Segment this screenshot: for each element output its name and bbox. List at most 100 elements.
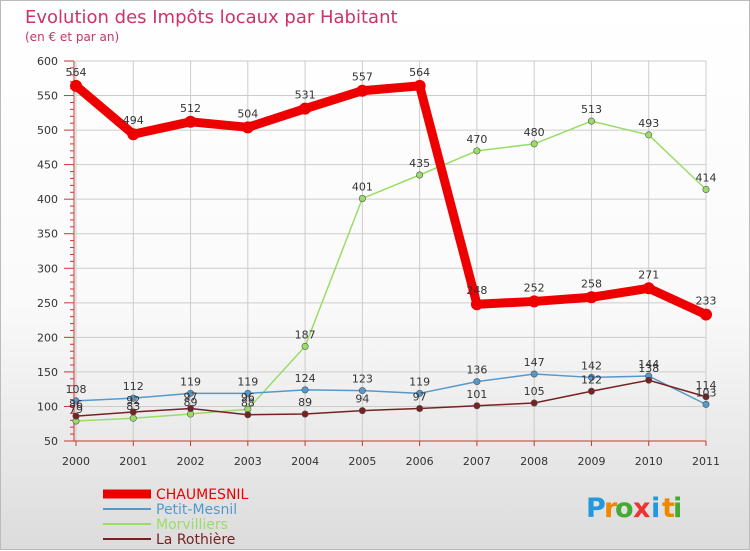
point-La Rothière-2010	[645, 376, 653, 384]
series-line-La Rothière	[75, 379, 707, 417]
data-label-Petit-Mesnil-2000: 108	[66, 383, 87, 396]
data-label-Morvilliers-2006: 435	[409, 157, 430, 170]
y-tick-label: 400	[37, 193, 58, 206]
data-label-Petit-Mesnil-2004: 124	[295, 372, 316, 385]
data-label-Morvilliers-2010: 493	[638, 117, 659, 130]
y-tick-label: 300	[37, 262, 58, 275]
data-label-Petit-Mesnil-2008: 147	[524, 356, 545, 369]
point-Petit-Mesnil-2008	[530, 370, 538, 378]
x-tick-label: 2001	[119, 455, 147, 468]
data-label-La Rothière-2006: 97	[413, 391, 427, 404]
logo-letter: x	[633, 493, 650, 524]
point-Morvilliers-2011	[702, 186, 710, 194]
series-line-CHAUMESNIL	[71, 81, 711, 320]
y-tick-label: 50	[44, 435, 58, 448]
y-tick-label: 150	[37, 366, 58, 379]
point-CHAUMESNIL-2009	[585, 291, 598, 304]
x-tick-label: 2007	[463, 455, 491, 468]
y-tick-label: 250	[37, 297, 58, 310]
point-La Rothière-2004	[301, 410, 309, 418]
y-tick-label: 550	[37, 90, 58, 103]
point-Petit-Mesnil-2006	[416, 389, 424, 397]
chart-subtitle: (en € et par an)	[25, 30, 119, 44]
point-CHAUMESNIL-2000	[70, 79, 82, 92]
data-label-Petit-Mesnil-2001: 112	[123, 380, 144, 393]
data-label-La Rothière-2005: 94	[355, 393, 369, 406]
legend-label-Petit-Mesnil: Petit-Mesnil	[156, 502, 237, 518]
data-label-Petit-Mesnil-2005: 123	[352, 373, 373, 386]
data-label-CHAUMESNIL-2010: 271	[638, 268, 659, 281]
x-tick-label: 2003	[234, 455, 262, 468]
data-labels: 564 494 512 504 531 557 564 248 252 258 271 233 108 1…	[66, 66, 717, 416]
data-label-La Rothière-2008: 105	[524, 385, 545, 398]
point-CHAUMESNIL-2006	[413, 79, 426, 92]
logo-letter: r	[604, 493, 618, 524]
point-Petit-Mesnil-2005	[358, 387, 366, 395]
data-label-Petit-Mesnil-2006: 119	[409, 375, 430, 388]
data-label-CHAUMESNIL-2006: 564	[409, 66, 430, 79]
x-tick-label: 2010	[635, 455, 663, 468]
data-label-Morvilliers-2000: 79	[69, 403, 83, 416]
data-label-Morvilliers-2004: 187	[295, 328, 316, 341]
series-line-Petit-Mesnil	[75, 373, 707, 406]
point-Morvilliers-2006	[416, 171, 424, 179]
point-La Rothière-2008	[530, 399, 538, 407]
point-Morvilliers-2001	[129, 414, 137, 422]
point-Morvilliers-2008	[530, 140, 538, 148]
logo-letter: t	[662, 493, 675, 524]
data-label-Morvilliers-2007: 470	[466, 133, 487, 146]
data-label-Morvilliers-2005: 401	[352, 180, 373, 193]
point-Morvilliers-2009	[587, 117, 595, 125]
data-label-Petit-Mesnil-2009: 142	[581, 359, 602, 372]
data-label-La Rothière-2009: 122	[581, 373, 602, 386]
x-tick-label: 2009	[577, 455, 605, 468]
data-label-Morvilliers-2003: 96	[241, 391, 255, 404]
point-CHAUMESNIL-2008	[528, 295, 541, 308]
point-CHAUMESNIL-2010	[642, 282, 655, 295]
logo-letter: i	[651, 493, 660, 524]
data-label-Petit-Mesnil-2011: 103	[696, 386, 717, 399]
data-label-Petit-Mesnil-2007: 136	[466, 364, 487, 377]
data-label-CHAUMESNIL-2004: 531	[295, 89, 316, 102]
point-Petit-Mesnil-2007	[473, 378, 481, 386]
logo-letter: P	[586, 493, 606, 524]
data-label-CHAUMESNIL-2011: 233	[696, 295, 717, 308]
x-tick-label: 2005	[348, 455, 376, 468]
point-La Rothière-2007	[473, 402, 481, 410]
point-La Rothière-2003	[244, 411, 252, 419]
logo-letter: i	[673, 493, 682, 524]
data-label-CHAUMESNIL-2001: 494	[123, 114, 144, 127]
point-CHAUMESNIL-2004	[299, 102, 312, 115]
data-label-CHAUMESNIL-2005: 557	[352, 71, 373, 84]
data-label-CHAUMESNIL-2000: 564	[66, 66, 87, 79]
data-label-CHAUMESNIL-2003: 504	[237, 107, 258, 120]
x-tick-label: 2002	[177, 455, 205, 468]
x-tick-label: 2006	[406, 455, 434, 468]
series-line-Morvilliers	[75, 120, 707, 422]
point-La Rothière-2011	[702, 393, 710, 401]
point-La Rothière-2002	[187, 405, 195, 413]
point-Morvilliers-2004	[301, 342, 309, 350]
data-label-Petit-Mesnil-2003: 119	[237, 375, 258, 388]
gridlines	[75, 60, 707, 441]
y-tick-label: 600	[37, 55, 58, 68]
data-label-Morvilliers-2002: 89	[184, 396, 198, 409]
data-label-La Rothière-2000: 86	[69, 398, 83, 411]
proxiti-logo: Pro x i ti	[586, 493, 682, 524]
data-label-Morvilliers-2008: 480	[524, 126, 545, 139]
data-label-Petit-Mesnil-2002: 119	[180, 375, 201, 388]
data-label-La Rothière-2007: 101	[466, 388, 487, 401]
series-layer	[70, 79, 712, 425]
data-label-La Rothière-2002: 97	[184, 391, 198, 404]
data-label-Morvilliers-2009: 513	[581, 103, 602, 116]
y-tick-label: 200	[37, 331, 58, 344]
data-label-CHAUMESNIL-2007: 248	[466, 284, 487, 297]
point-CHAUMESNIL-2007	[470, 298, 483, 311]
x-tick-label: 2004	[291, 455, 319, 468]
point-Petit-Mesnil-2001	[129, 394, 137, 402]
point-Petit-Mesnil-2011	[702, 400, 710, 408]
point-CHAUMESNIL-2002	[184, 115, 197, 128]
point-La Rothière-2009	[587, 387, 595, 395]
